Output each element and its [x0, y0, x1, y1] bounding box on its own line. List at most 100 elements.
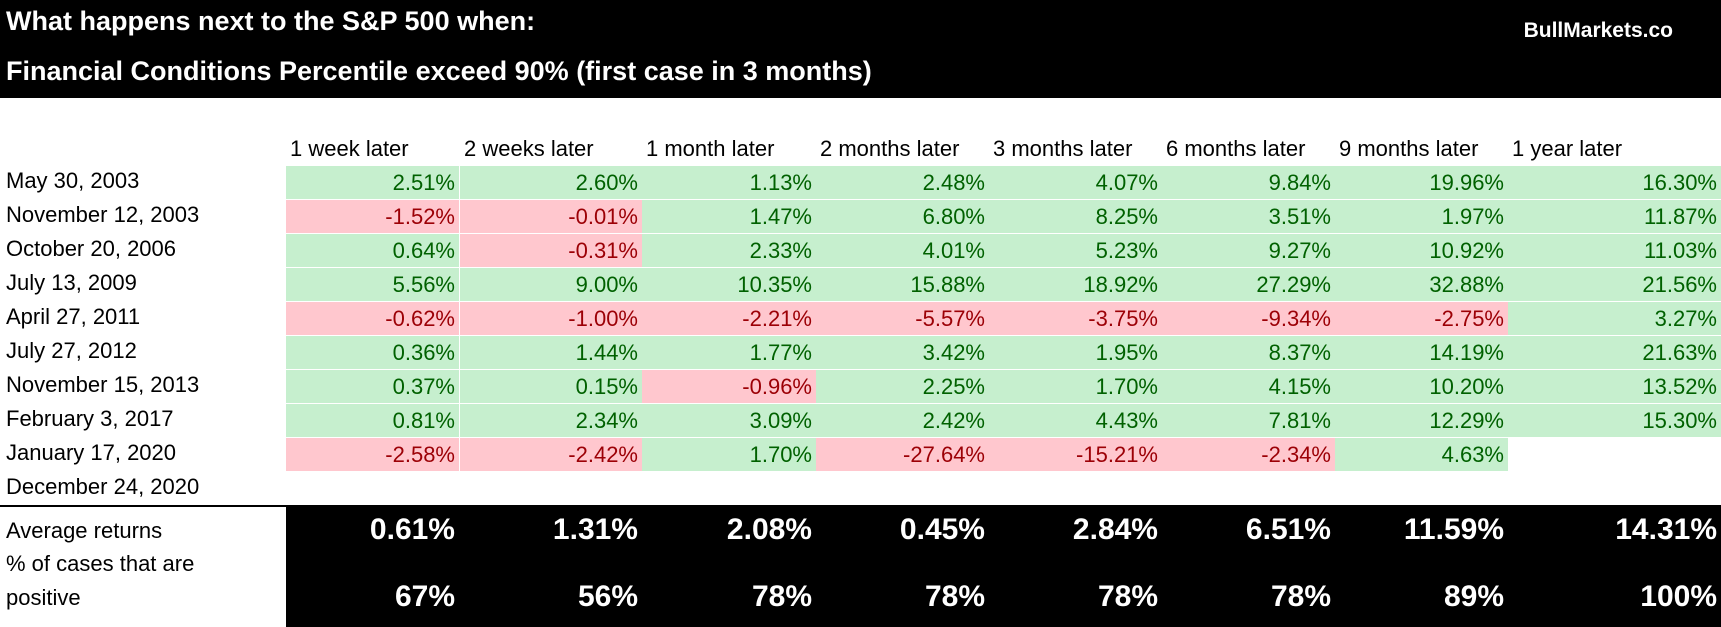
negative-return-cell: -0.62%	[286, 302, 459, 335]
positive-return-cell: 4.15%	[1162, 370, 1335, 403]
positive-return-cell: 21.63%	[1508, 336, 1721, 369]
row-date-label: November 15, 2013	[6, 372, 200, 397]
positive-return-cell: 2.25%	[816, 370, 989, 403]
positive-return-cell: 14.19%	[1335, 336, 1508, 369]
negative-return-cell: -15.21%	[989, 438, 1162, 471]
negative-return-cell: -0.01%	[460, 200, 642, 233]
positive-return-cell: 1.97%	[1335, 200, 1508, 233]
row-date-label: February 3, 2017	[6, 406, 174, 431]
row-date-label: April 27, 2011	[6, 304, 141, 329]
positive-return-cell: 10.35%	[642, 268, 816, 301]
positive-return-cell: 3.27%	[1508, 302, 1721, 335]
negative-return-cell: -2.21%	[642, 302, 816, 335]
positive-return-cell: 32.88%	[1335, 268, 1508, 301]
column-header: 9 months later	[1339, 136, 1479, 161]
percent-positive-value: 78%	[1270, 580, 1331, 613]
positive-return-cell: 8.37%	[1162, 336, 1335, 369]
column-header: 2 months later	[820, 136, 960, 161]
average-return-value: 6.51%	[1245, 513, 1331, 546]
positive-return-cell: 3.42%	[816, 336, 989, 369]
summary-band	[286, 506, 1721, 627]
positive-return-cell: 13.52%	[1508, 370, 1721, 403]
negative-return-cell: -3.75%	[989, 302, 1162, 335]
positive-return-cell: 15.30%	[1508, 404, 1721, 437]
positive-return-cell: 4.43%	[989, 404, 1162, 437]
positive-return-cell: 5.23%	[989, 234, 1162, 267]
row-date-label: January 17, 2020	[6, 440, 177, 465]
header-banner: What happens next to the S&P 500 when: F…	[0, 0, 1721, 98]
negative-return-cell: -1.00%	[460, 302, 642, 335]
positive-return-cell: 3.51%	[1162, 200, 1335, 233]
positive-return-cell: 5.56%	[286, 268, 459, 301]
positive-return-cell: 27.29%	[1162, 268, 1335, 301]
positive-return-cell: 3.09%	[642, 404, 816, 437]
positive-return-cell: 11.03%	[1508, 234, 1721, 267]
negative-return-cell: -27.64%	[816, 438, 989, 471]
positive-return-cell: 12.29%	[1335, 404, 1508, 437]
positive-return-cell: 21.56%	[1508, 268, 1721, 301]
column-header: 1 year later	[1512, 136, 1623, 161]
positive-return-cell: 4.63%	[1335, 438, 1508, 471]
column-header: 2 weeks later	[464, 136, 594, 161]
positive-return-cell: 0.37%	[286, 370, 459, 403]
row-date-label: May 30, 2003	[6, 168, 140, 193]
positive-return-cell: 9.84%	[1162, 166, 1335, 199]
percent-positive-value: 89%	[1443, 580, 1504, 613]
negative-return-cell: -2.75%	[1335, 302, 1508, 335]
positive-return-cell: 1.44%	[460, 336, 642, 369]
positive-return-cell: 2.33%	[642, 234, 816, 267]
row-date-label: July 13, 2009	[6, 270, 137, 295]
negative-return-cell: -2.34%	[1162, 438, 1335, 471]
positive-return-cell: 2.42%	[816, 404, 989, 437]
positive-return-cell: 11.87%	[1508, 200, 1721, 233]
positive-return-cell: 1.95%	[989, 336, 1162, 369]
positive-return-cell: 1.70%	[642, 438, 816, 471]
column-header: 1 month later	[646, 136, 775, 161]
positive-return-cell: 18.92%	[989, 268, 1162, 301]
average-return-value: 0.61%	[369, 513, 455, 546]
positive-return-cell: 10.92%	[1335, 234, 1508, 267]
positive-return-cell: 2.60%	[460, 166, 642, 199]
positive-return-cell: 2.51%	[286, 166, 459, 199]
positive-return-cell: 4.01%	[816, 234, 989, 267]
positive-return-cell: 1.77%	[642, 336, 816, 369]
positive-return-cell: 1.47%	[642, 200, 816, 233]
positive-return-cell: 9.27%	[1162, 234, 1335, 267]
row-date-label: November 12, 2003	[6, 202, 200, 227]
average-return-value: 14.31%	[1615, 513, 1717, 546]
positive-return-cell: 0.64%	[286, 234, 459, 267]
negative-return-cell: -2.58%	[286, 438, 459, 471]
column-header: 6 months later	[1166, 136, 1306, 161]
positive-return-cell: 1.70%	[989, 370, 1162, 403]
positive-return-cell: 2.48%	[816, 166, 989, 199]
average-return-value: 0.45%	[899, 513, 985, 546]
percent-positive-value: 78%	[1097, 580, 1158, 613]
row-date-label: October 20, 2006	[6, 236, 177, 261]
negative-return-cell: -5.57%	[816, 302, 989, 335]
positive-return-cell: 15.88%	[816, 268, 989, 301]
negative-return-cell: -0.31%	[460, 234, 642, 267]
summary-row-label: positive	[6, 585, 81, 610]
positive-return-cell: 0.81%	[286, 404, 459, 437]
positive-return-cell: 8.25%	[989, 200, 1162, 233]
percent-positive-value: 67%	[394, 580, 455, 613]
summary-row-label: Average returns	[6, 518, 163, 543]
positive-return-cell: 6.80%	[816, 200, 989, 233]
percent-positive-value: 56%	[577, 580, 638, 613]
positive-return-cell: 9.00%	[460, 268, 642, 301]
brand-label: BullMarkets.co	[1523, 19, 1673, 42]
positive-return-cell: 4.07%	[989, 166, 1162, 199]
average-return-value: 2.08%	[726, 513, 812, 546]
negative-return-cell: -0.96%	[642, 370, 816, 403]
column-header: 1 week later	[290, 136, 409, 161]
row-date-label: July 27, 2012	[6, 338, 137, 363]
positive-return-cell: 1.13%	[642, 166, 816, 199]
positive-return-cell: 0.15%	[460, 370, 642, 403]
percent-positive-value: 78%	[924, 580, 985, 613]
negative-return-cell: -1.52%	[286, 200, 459, 233]
title-line-2: Financial Conditions Percentile exceed 9…	[6, 56, 872, 86]
percent-positive-value: 100%	[1640, 580, 1717, 613]
positive-return-cell: 7.81%	[1162, 404, 1335, 437]
average-return-value: 11.59%	[1403, 513, 1504, 546]
positive-return-cell: 0.36%	[286, 336, 459, 369]
